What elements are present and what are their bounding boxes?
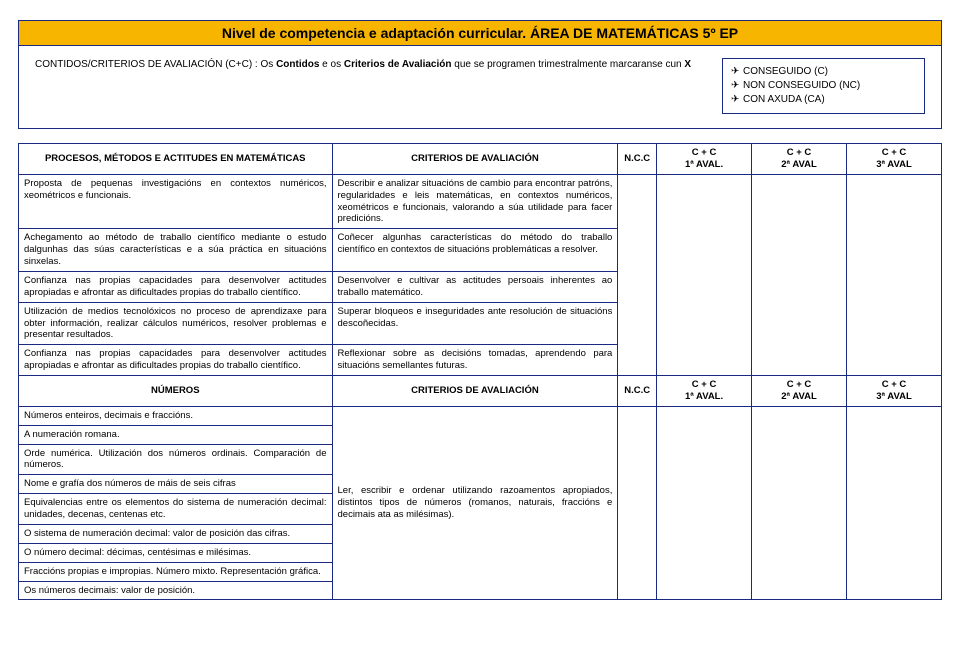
cell-empty: [657, 406, 752, 600]
txt: CONTIDOS/CRITERIOS DE AVALIACIÓN (C+C) :…: [35, 59, 276, 70]
cell: Equivalencias entre os elementos do sist…: [19, 494, 333, 525]
txt: Criterios de Avaliación: [344, 59, 452, 70]
cell: Achegamento ao método de traballo cientí…: [19, 229, 333, 272]
hdr-ncc: N.C.C: [618, 144, 657, 175]
cell-empty: [752, 174, 847, 375]
cell: Desenvolver e cultivar as actitudes pers…: [332, 271, 618, 302]
cell: Superar bloqueos e inseguridades ante re…: [332, 302, 618, 345]
txt: X: [684, 59, 691, 70]
main-table: PROCESOS, MÉTODOS E ACTITUDES EN MATEMÁT…: [18, 143, 942, 600]
hdr-cc1: C + C1ª AVAL.: [657, 144, 752, 175]
cell: Reflexionar sobre as decisións tomadas, …: [332, 345, 618, 376]
hdr-criterios: CRITERIOS DE AVALIACIÓN: [332, 144, 618, 175]
cell: Confianza nas propias capacidades para d…: [19, 345, 333, 376]
hdr-cc3: C + C3ª AVAL: [847, 144, 942, 175]
cell: Nome e grafía dos números de máis de sei…: [19, 475, 333, 494]
hdr-procesos: PROCESOS, MÉTODOS E ACTITUDES EN MATEMÁT…: [19, 144, 333, 175]
hdr-cc1b: C + C1ª AVAL.: [657, 376, 752, 407]
hdr-numeros: NÚMEROS: [19, 376, 333, 407]
cell-empty: [657, 174, 752, 375]
hdr-cc2b: C + C2ª AVAL: [752, 376, 847, 407]
cell-empty: [847, 406, 942, 600]
cell: Os números decimais: valor de posición.: [19, 581, 333, 600]
legend-box: ✈CONSEGUIDO (C) ✈NON CONSEGUIDO (NC) ✈CO…: [722, 58, 925, 114]
arrow-icon: ✈: [731, 65, 743, 79]
cell: Describir e analizar situacións de cambi…: [332, 174, 618, 229]
hdr-cc3b: C + C3ª AVAL: [847, 376, 942, 407]
hdr-criterios2: CRITERIOS DE AVALIACIÓN: [332, 376, 618, 407]
cell: Utilización de medios tecnolóxicos no pr…: [19, 302, 333, 345]
cell: O sistema de numeración decimal: valor d…: [19, 524, 333, 543]
cell: A numeración romana.: [19, 425, 333, 444]
cell-empty: [752, 406, 847, 600]
txt: que se programen trimestralmente marcara…: [452, 59, 685, 70]
cell-empty: [847, 174, 942, 375]
legend-item: CONSEGUIDO (C): [743, 66, 828, 77]
cell: Proposta de pequenas investigacións en c…: [19, 174, 333, 229]
arrow-icon: ✈: [731, 79, 743, 93]
header-bar: CONTIDOS/CRITERIOS DE AVALIACIÓN (C+C) :…: [18, 45, 942, 129]
cell: Ler, escribir e ordenar utilizando razoa…: [332, 406, 618, 600]
legend-item: NON CONSEGUIDO (NC): [743, 80, 860, 91]
cell: Orde numérica. Utilización dos números o…: [19, 444, 333, 475]
cell: O número decimal: décimas, centésimas e …: [19, 543, 333, 562]
txt: e os: [319, 59, 343, 70]
cell: Fraccións propias e impropias. Número mi…: [19, 562, 333, 581]
page-title: Nivel de competencia e adaptación curric…: [18, 20, 942, 45]
cell: Confianza nas propias capacidades para d…: [19, 271, 333, 302]
txt: Contidos: [276, 59, 319, 70]
cell-empty: [618, 174, 657, 375]
legend-item: CON AXUDA (CA): [743, 94, 825, 105]
arrow-icon: ✈: [731, 93, 743, 107]
contidos-note: CONTIDOS/CRITERIOS DE AVALIACIÓN (C+C) :…: [35, 58, 698, 72]
cell-empty: [618, 406, 657, 600]
hdr-ncc2: N.C.C: [618, 376, 657, 407]
cell: Números enteiros, decimais e fraccións.: [19, 406, 333, 425]
cell: Coñecer algunhas características do méto…: [332, 229, 618, 272]
hdr-cc2: C + C2ª AVAL: [752, 144, 847, 175]
